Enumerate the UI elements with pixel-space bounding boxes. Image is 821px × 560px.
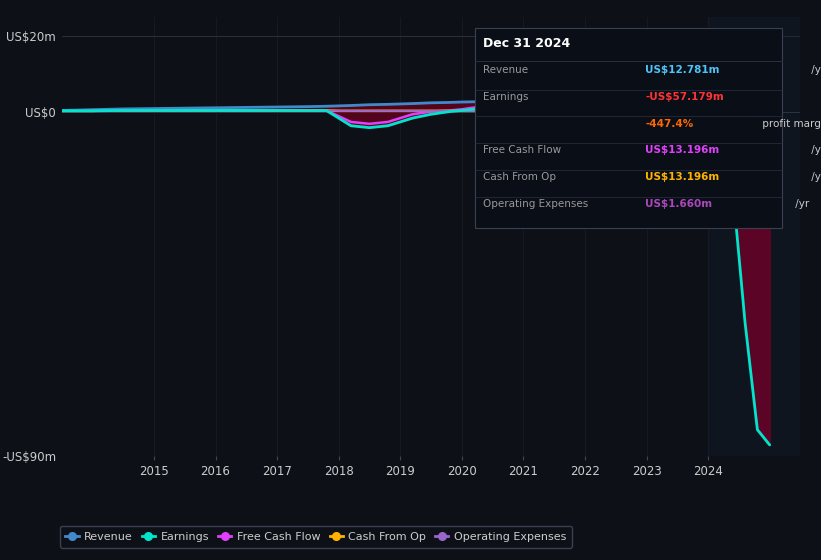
Text: US$12.781m: US$12.781m — [645, 65, 720, 75]
Text: Dec 31 2024: Dec 31 2024 — [483, 36, 570, 50]
Text: -447.4%: -447.4% — [645, 119, 694, 129]
FancyBboxPatch shape — [475, 28, 782, 228]
Text: /yr: /yr — [808, 146, 821, 155]
Text: Free Cash Flow: Free Cash Flow — [483, 146, 561, 155]
Text: profit margin: profit margin — [759, 119, 821, 129]
Bar — [708, 17, 800, 456]
Text: US$13.196m: US$13.196m — [645, 172, 719, 182]
Text: /yr: /yr — [808, 172, 821, 182]
Text: -US$57.179m: -US$57.179m — [645, 92, 724, 102]
Text: Cash From Op: Cash From Op — [483, 172, 556, 182]
Text: Operating Expenses: Operating Expenses — [483, 199, 588, 209]
Text: US$13.196m: US$13.196m — [645, 146, 719, 155]
Legend: Revenue, Earnings, Free Cash Flow, Cash From Op, Operating Expenses: Revenue, Earnings, Free Cash Flow, Cash … — [60, 526, 572, 548]
Text: US$1.660m: US$1.660m — [645, 199, 713, 209]
Text: Revenue: Revenue — [483, 65, 528, 75]
Text: /yr: /yr — [791, 199, 809, 209]
Text: /yr: /yr — [808, 65, 821, 75]
Text: Earnings: Earnings — [483, 92, 528, 102]
